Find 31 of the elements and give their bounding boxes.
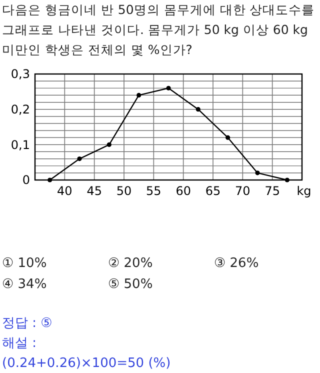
point	[106, 142, 112, 147]
x-axis-title: kg	[296, 184, 312, 198]
x-tick-label: 55	[146, 184, 162, 198]
x-tick-label: 60	[176, 184, 191, 198]
point	[226, 135, 230, 140]
text: ④ 34%	[2, 277, 47, 292]
y-tick-label: 0,1	[10, 138, 30, 152]
y-tick-label: 0	[22, 173, 30, 188]
x-tick-label: 70	[235, 184, 250, 198]
x-tick-label: 65	[205, 184, 221, 198]
y-tick-label: 0,2	[10, 102, 30, 117]
text: ⑤ 50%	[108, 277, 153, 292]
x-tick-label: 50	[116, 184, 132, 198]
x-tick-label: 45	[86, 184, 102, 198]
point	[255, 170, 260, 176]
x-tick-label: 40	[57, 184, 72, 198]
x-tick-label: 75	[264, 184, 280, 198]
text: ③ 26%	[214, 256, 259, 271]
chart-title: 다음은 형금이네 반 50명의 몸무게에 대한 상대도수를 그래프로 나타낸 것이다. 몸무게가 50 kg 이상 60 kg 미만인 학생은 전체의 몇 %인가?	[1, 1, 316, 59]
text: 해설 :	[2, 335, 38, 353]
point	[196, 107, 200, 112]
point	[136, 92, 142, 98]
text: ② 20%	[108, 256, 153, 271]
point	[166, 86, 171, 90]
point	[77, 156, 82, 162]
text: (0.24+0.26)×100=50 (%)	[2, 355, 171, 373]
y-tick-label: 0,3	[10, 67, 30, 82]
text: ① 10%	[2, 256, 47, 271]
text: 정답 : ⑤	[2, 315, 54, 333]
point	[284, 178, 290, 182]
point	[48, 178, 52, 182]
